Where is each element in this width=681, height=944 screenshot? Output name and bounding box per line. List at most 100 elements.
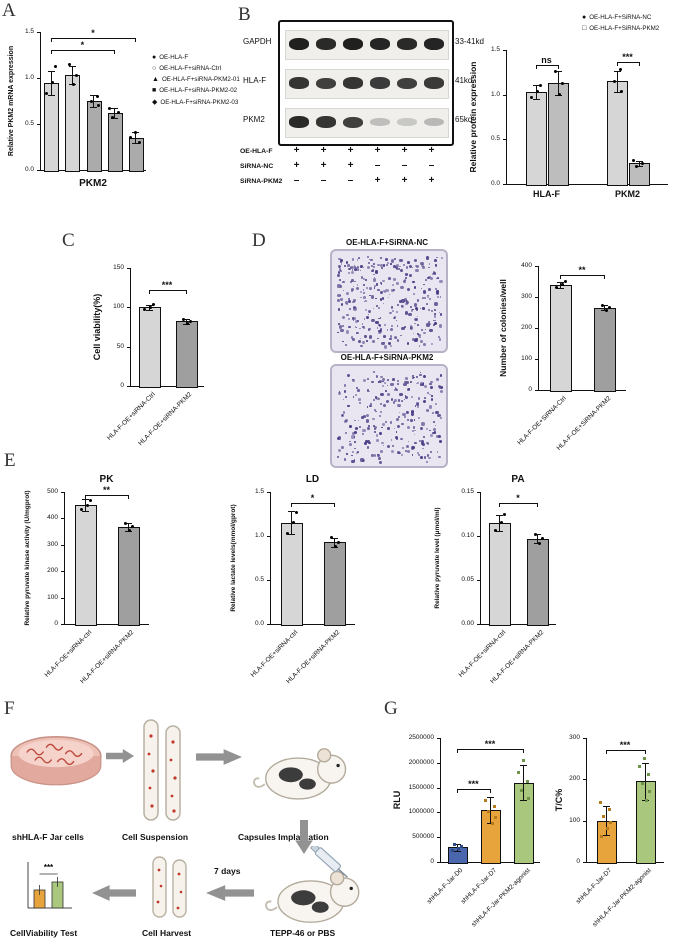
protein-band xyxy=(315,116,336,128)
significance-bracket xyxy=(560,274,604,276)
bar xyxy=(481,809,501,864)
data-point xyxy=(645,799,648,803)
data-point xyxy=(51,81,55,85)
colony-dot xyxy=(397,304,399,306)
data-point xyxy=(337,540,341,544)
data-point xyxy=(521,758,525,762)
colony-dot xyxy=(347,298,351,301)
colony-dot xyxy=(430,380,433,383)
colony-dot xyxy=(347,317,350,320)
condition-sign: – xyxy=(401,160,408,171)
condition-sign: + xyxy=(428,175,435,186)
colony-dot xyxy=(373,273,376,276)
colony-dot xyxy=(351,269,354,271)
colony-dot xyxy=(404,415,407,419)
bar xyxy=(550,284,572,392)
colony-dot xyxy=(422,435,425,438)
significance-bracket xyxy=(616,61,639,63)
data-point xyxy=(609,821,612,825)
error-bar-cap xyxy=(557,287,564,289)
colony-dot xyxy=(396,379,399,383)
y-tick-label: 100 xyxy=(47,593,58,601)
error-bar-cap xyxy=(641,762,649,764)
colony-dot xyxy=(366,265,371,270)
colony-dot xyxy=(427,275,431,279)
error-bar-cap xyxy=(613,91,621,93)
colony-dot xyxy=(436,256,439,259)
colony-dot xyxy=(381,426,383,429)
error-bar-cap xyxy=(330,537,338,539)
data-point xyxy=(648,790,651,794)
bar xyxy=(86,101,102,172)
data-point xyxy=(526,797,530,800)
colony-dot xyxy=(395,319,397,321)
bar xyxy=(629,163,650,186)
colony-dot xyxy=(423,375,427,379)
y-tick-label: 1.5 xyxy=(24,28,34,35)
colony-dot xyxy=(403,398,406,401)
y-tick xyxy=(437,762,440,764)
colony-dot xyxy=(412,266,414,268)
colony-dot xyxy=(379,298,382,301)
colony-dot xyxy=(367,378,370,380)
colony-dot xyxy=(338,392,341,395)
y-tick xyxy=(503,139,506,141)
colony-dot xyxy=(341,446,344,449)
colony-dot xyxy=(400,268,404,272)
colony-dot xyxy=(398,451,401,455)
colony-dot xyxy=(372,417,375,421)
colony-dot xyxy=(346,314,349,317)
arrow-left-icon xyxy=(92,885,136,901)
significance-bracket xyxy=(291,502,334,504)
y-axis xyxy=(538,266,539,390)
y-tick xyxy=(477,624,480,625)
rlu-bar-chart: RLU 0 500000 1000000 1500000 2000000 2500000 sh… xyxy=(392,712,550,940)
data-point xyxy=(189,319,192,323)
colony-dot xyxy=(423,385,428,389)
colony-dot xyxy=(362,284,366,287)
colony-dot xyxy=(344,390,347,393)
colony-dot xyxy=(356,319,360,323)
colony-dot xyxy=(396,418,400,421)
colony-dot xyxy=(344,418,349,422)
colony-dot xyxy=(349,424,352,428)
bar xyxy=(594,307,616,392)
colony-dot xyxy=(349,443,352,447)
y-tick xyxy=(535,328,538,329)
condition-sign: – xyxy=(374,160,381,171)
colony-dot xyxy=(378,460,382,464)
cell-suspension-capsules-illustration xyxy=(143,719,181,821)
colony-dot xyxy=(396,263,400,267)
colony-dot xyxy=(377,323,381,327)
colony-dot xyxy=(405,266,409,269)
petri-dish-cells-illustration xyxy=(10,736,102,786)
colony-dot xyxy=(367,389,370,392)
colony-dot xyxy=(372,371,376,374)
colony-dot xyxy=(374,396,378,399)
condition-row-label: OE-HLA-F xyxy=(240,148,273,155)
y-tick xyxy=(37,124,40,125)
colony-dot xyxy=(352,337,355,341)
colony-dot xyxy=(400,286,404,290)
colony-dot xyxy=(355,451,359,455)
data-point xyxy=(68,62,72,66)
y-tick-label: 100 xyxy=(521,355,532,362)
colony-plate-sipkm2 xyxy=(330,364,448,468)
x-axis xyxy=(480,624,556,625)
colony-dot xyxy=(418,416,421,419)
significance-bracket-end xyxy=(605,749,607,754)
colony-dot xyxy=(440,374,443,377)
colony-dot xyxy=(342,340,344,343)
data-point xyxy=(294,510,298,514)
data-point xyxy=(453,843,457,847)
data-point xyxy=(493,529,497,533)
data-point xyxy=(533,532,537,536)
colony-dot xyxy=(356,266,359,269)
colony-dot xyxy=(365,309,368,312)
blot-row-label-gapdh: GAPDH xyxy=(243,37,272,46)
colony-dot xyxy=(422,307,425,310)
colony-dot xyxy=(405,276,407,279)
colony-dot xyxy=(400,334,402,336)
y-tick xyxy=(267,492,270,493)
colony-dot xyxy=(420,328,423,331)
